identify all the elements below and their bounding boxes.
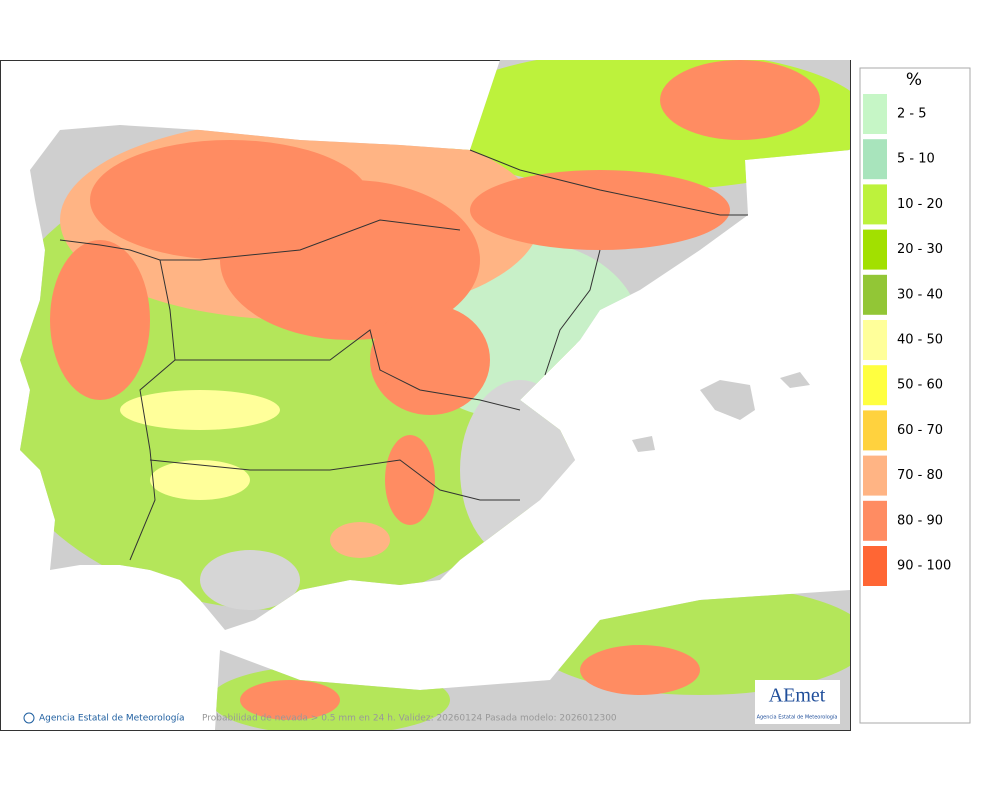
legend-swatch: [863, 139, 887, 180]
legend-swatch: [863, 546, 887, 586]
logo-box: [755, 680, 840, 724]
logo: AEmet Agencia Estatal de Meteorología: [755, 680, 840, 724]
legend-label: 90 - 100: [897, 559, 951, 574]
copyright-icon: [23, 712, 35, 724]
legend-title: %: [906, 70, 922, 90]
legend-label: 20 - 30: [897, 242, 943, 257]
legend-label: 2 - 5: [897, 107, 927, 122]
map: Agencia Estatal de Meteorología Probabil…: [0, 60, 851, 731]
caption: Probabilidad de nevada > 0.5 mm en 24 h.…: [202, 714, 617, 724]
legend: % 2 - 5 5 - 10 10 - 20 20 - 30 30 - 40 40 - 5…: [859, 67, 971, 724]
legend-swatch: [863, 184, 887, 225]
legend-label: 10 - 20: [897, 197, 943, 212]
credit-text: Agencia Estatal de Meteorología: [39, 714, 185, 724]
legend-label: 80 - 90: [897, 513, 943, 528]
logo-subtitle: Agencia Estatal de Meteorología: [757, 714, 838, 721]
credit: Agencia Estatal de Meteorología: [23, 712, 185, 724]
logo-name: AEmet: [769, 685, 826, 707]
legend-label: 30 - 40: [897, 287, 943, 302]
legend-swatch: [863, 229, 887, 270]
legend-label: 70 - 80: [897, 468, 943, 483]
legend-label: 40 - 50: [897, 333, 943, 348]
legend-swatch: [863, 365, 887, 406]
legend-label: 60 - 70: [897, 423, 943, 438]
legend-label: 50 - 60: [897, 378, 943, 393]
borders: [59, 149, 748, 561]
legend-swatch: [863, 320, 887, 360]
legend-swatch: [863, 455, 887, 496]
legend-label: 5 - 10: [897, 152, 935, 167]
legend-swatch: [863, 274, 887, 315]
legend-swatch: [863, 410, 887, 451]
legend-swatch: [863, 500, 887, 541]
legend-swatch: [863, 94, 887, 134]
